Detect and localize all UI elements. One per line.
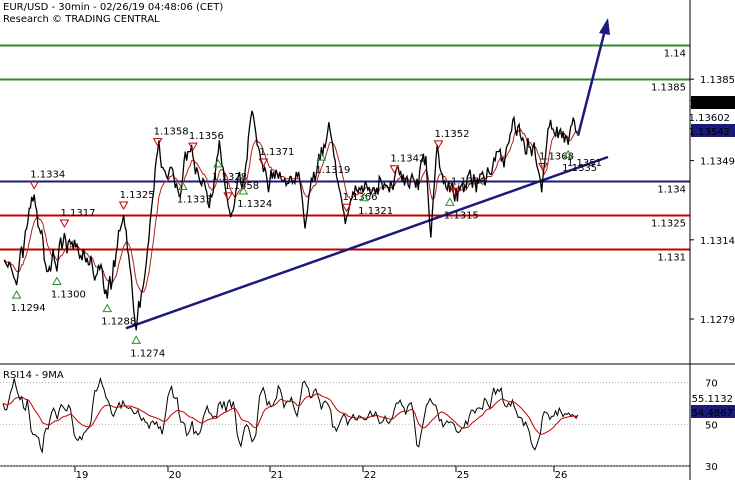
rsi-y-tick-1: 50 — [705, 420, 718, 431]
price-label-bg-0 — [691, 96, 735, 109]
trough-marker-0 — [11, 290, 22, 299]
peak-marker-5 — [223, 192, 234, 201]
peak-label-10: 1.1356 — [451, 176, 486, 187]
peak-marker-2 — [118, 201, 129, 210]
peak-label-12: 1.1367 — [577, 0, 612, 3]
price-label-bg-1 — [691, 110, 735, 123]
peak-marker-6 — [258, 158, 269, 167]
trough-label-2: 1.1288 — [101, 317, 136, 328]
peak-marker-9 — [433, 140, 444, 149]
trough-label-8: 1.1321 — [358, 206, 393, 217]
peak-marker-7 — [341, 203, 352, 213]
rsi-title: RSI14 - 9MA — [3, 370, 64, 381]
rsi-value-label-0: 55.1132 — [692, 394, 733, 405]
rsi-value-bg-0 — [691, 391, 735, 404]
trough-marker-9 — [444, 197, 455, 206]
forecast-arrow — [576, 29, 607, 137]
peak-label-2: 1.1325 — [120, 190, 155, 201]
trough-label-0: 1.1294 — [11, 303, 46, 314]
trough-label-5: 1.1328 — [212, 172, 247, 183]
level-label-1: 1.1385 — [651, 83, 686, 94]
trough-marker-8 — [359, 192, 370, 202]
rsi-ma-line — [2, 393, 579, 435]
price-label-0: 1.13613 — [689, 99, 730, 110]
peak-label-4: 1.1356 — [189, 131, 224, 142]
peak-label-11: 1.1368 — [539, 151, 574, 162]
peak-label-1: 1.1317 — [60, 208, 95, 219]
x-tick-label-4: 25 — [457, 470, 470, 480]
rsi-value-label-1: 54.4867 — [692, 408, 733, 419]
peak-marker-11 — [538, 162, 548, 172]
peak-label-0: 1.1334 — [30, 170, 65, 181]
y-tick-label-3: 1.1279 — [700, 315, 735, 326]
level-label-0: 1.14 — [664, 49, 686, 60]
peak-label-13: 1.1368 — [602, 0, 637, 3]
y-tick-label-0: 1.1385 — [700, 75, 735, 86]
peak-label-7: 1.1366 — [343, 192, 378, 203]
trough-marker-2 — [102, 303, 113, 313]
trough-label-9: 1.1315 — [444, 210, 479, 221]
peak-label-9: 1.1352 — [434, 129, 469, 140]
x-tick-label-1: 20 — [169, 470, 182, 480]
price-label-2: 1.13542 — [689, 127, 730, 138]
forecast-arrowhead — [599, 18, 610, 35]
level-label-4: 1.131 — [657, 253, 686, 264]
trough-label-1: 1.1300 — [51, 290, 86, 301]
price-line — [3, 110, 578, 331]
peak-marker-8 — [389, 165, 400, 174]
level-label-3: 1.1325 — [651, 219, 686, 230]
trendline-label: 1.1351 — [567, 158, 602, 169]
trendline — [125, 155, 609, 330]
peak-marker-3 — [152, 138, 163, 147]
peak-label-6: 1.1371 — [259, 147, 294, 158]
chart-header-source: Research © TRADING CENTRAL — [3, 14, 160, 25]
peak-label-5: 1.1358 — [224, 181, 259, 192]
trough-label-3: 1.1274 — [130, 348, 165, 359]
trough-marker-3 — [131, 335, 142, 344]
trough-marker-5 — [213, 158, 223, 168]
trough-marker-1 — [52, 276, 62, 285]
trough-label-7: 1.1319 — [315, 165, 350, 176]
x-tick-label-3: 22 — [364, 470, 377, 480]
rsi-y-tick-0: 70 — [705, 379, 718, 390]
chart-header-title: EUR/USD - 30min - 02/26/19 04:48:06 (CET… — [3, 2, 224, 13]
trough-marker-7 — [316, 152, 327, 161]
peak-label-3: 1.1358 — [154, 127, 189, 138]
trough-marker-6 — [238, 185, 249, 195]
x-tick-label-2: 21 — [271, 470, 284, 480]
y-tick-label-2: 1.1314 — [700, 236, 735, 247]
rsi-y-tick-2: 30 — [705, 462, 718, 473]
peak-marker-1 — [59, 219, 70, 229]
price-label-bg-2 — [691, 124, 735, 137]
price-label-1: 1.13602 — [689, 113, 730, 124]
trough-marker-4 — [177, 181, 188, 190]
trough-label-10: 1.1335 — [562, 163, 597, 174]
trough-label-4: 1.1333 — [177, 194, 212, 205]
peak-label-8: 1.1342 — [390, 154, 425, 165]
level-label-2: 1.134 — [657, 185, 686, 196]
trough-label-6: 1.1324 — [237, 199, 272, 210]
x-tick-label-5: 26 — [555, 470, 568, 480]
y-tick-label-1: 1.1349 — [700, 157, 735, 168]
peak-marker-10 — [449, 187, 460, 197]
trough-marker-10 — [563, 149, 574, 159]
rsi-value-bg-1 — [691, 405, 735, 418]
rsi-line — [2, 376, 579, 454]
peak-marker-0 — [29, 181, 40, 190]
peak-marker-4 — [188, 142, 198, 152]
x-tick-label-0: 19 — [76, 470, 89, 480]
